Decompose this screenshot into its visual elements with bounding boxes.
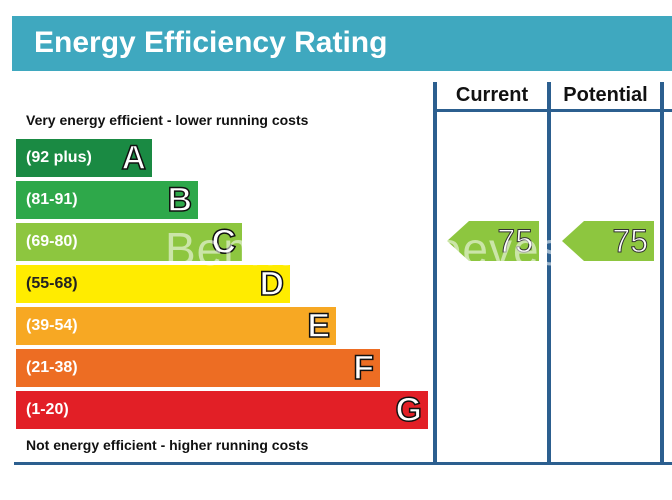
band-letter: B — [167, 180, 193, 220]
divider-potential-right — [660, 82, 664, 464]
title-bar: Energy Efficiency Rating — [12, 16, 672, 71]
band-range-label: (55-68) — [26, 275, 78, 292]
column-header-current: Current — [455, 84, 529, 106]
header-underline — [433, 109, 672, 112]
band-range-label: (39-54) — [26, 317, 78, 334]
band-letter: D — [259, 264, 285, 304]
potential-rating-arrow: 75 — [562, 221, 654, 261]
band-range-label: (21-38) — [26, 359, 78, 376]
current-arrow-shape — [447, 221, 539, 261]
rating-band-g: (1-20) G — [16, 390, 428, 430]
page-title: Energy Efficiency Rating — [34, 26, 388, 59]
divider-current-left — [433, 82, 437, 464]
band-letter: E — [307, 306, 331, 346]
potential-rating-value: 75 — [612, 223, 649, 260]
column-header-potential: Potential — [563, 84, 648, 106]
top-caption: Very energy efficient - lower running co… — [26, 112, 309, 128]
bottom-rule — [14, 462, 672, 465]
rating-band-d: (55-68) D — [16, 264, 290, 304]
rating-band-b: (81-91) B — [16, 180, 198, 220]
band-letter: A — [121, 138, 147, 178]
current-rating-value: 75 — [497, 223, 534, 260]
band-letter: C — [211, 222, 237, 262]
current-rating-arrow: 75 — [447, 221, 539, 261]
rating-band-a: (92 plus) A — [16, 138, 152, 178]
rating-band-f: (21-38) F — [16, 348, 380, 388]
rating-band-e: (39-54) E — [16, 306, 336, 346]
band-range-label: (81-91) — [26, 191, 78, 208]
bottom-caption: Not energy efficient - higher running co… — [26, 437, 309, 453]
divider-current-right — [547, 82, 551, 464]
rating-band-c: (69-80) C — [16, 222, 242, 262]
band-range-label: (92 plus) — [26, 149, 92, 166]
band-letter: G — [395, 390, 423, 430]
band-range-label: (69-80) — [26, 233, 78, 250]
band-range-label: (1-20) — [26, 401, 69, 418]
potential-arrow-shape — [562, 221, 654, 261]
band-letter: F — [352, 348, 374, 388]
